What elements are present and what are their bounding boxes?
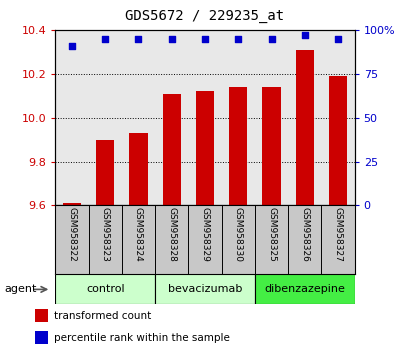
Point [301,33,307,38]
Bar [295,50,313,205]
Text: GSM958322: GSM958322 [67,207,76,262]
Point [334,36,340,42]
Text: agent: agent [4,284,36,295]
Text: GSM958325: GSM958325 [266,207,275,262]
Text: bevacizumab: bevacizumab [167,284,242,295]
Bar [63,203,81,205]
Bar [129,133,147,205]
Bar [262,87,280,205]
Point [267,36,274,42]
Text: GSM958329: GSM958329 [200,207,209,262]
Bar [196,91,213,205]
Text: transformed count: transformed count [54,310,151,321]
Text: GSM958327: GSM958327 [333,207,342,262]
Point [135,36,142,42]
Point [201,36,208,42]
Bar [254,274,354,304]
Bar [155,274,254,304]
Text: GSM958330: GSM958330 [233,207,242,262]
Text: GSM958324: GSM958324 [134,207,143,262]
Text: percentile rank within the sample: percentile rank within the sample [54,333,229,343]
Text: dibenzazepine: dibenzazepine [264,284,344,295]
Text: GSM958323: GSM958323 [101,207,110,262]
Bar [229,87,247,205]
Bar [35,309,47,322]
Bar [162,93,180,205]
Point [234,36,241,42]
Point [69,43,75,49]
Bar [35,331,47,344]
Text: GSM958328: GSM958328 [167,207,176,262]
Text: control: control [86,284,124,295]
Bar [55,274,155,304]
Point [102,36,108,42]
Bar [96,139,114,205]
Point [168,36,175,42]
Text: GSM958326: GSM958326 [299,207,308,262]
Text: GDS5672 / 229235_at: GDS5672 / 229235_at [125,9,284,23]
Bar [328,76,346,205]
